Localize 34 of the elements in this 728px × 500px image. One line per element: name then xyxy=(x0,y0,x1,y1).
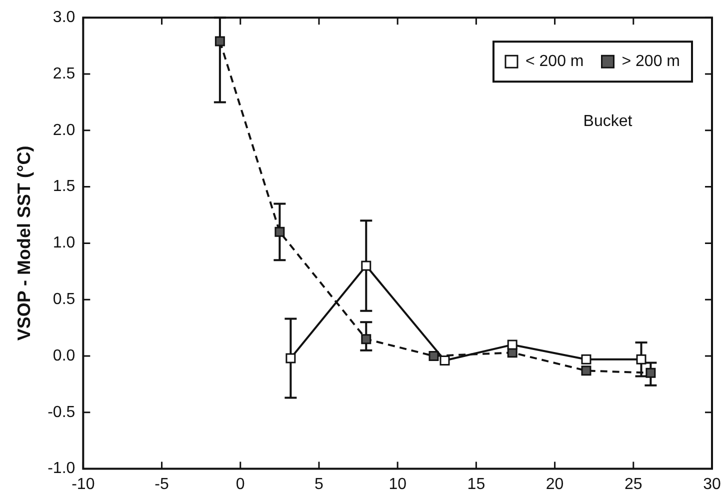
x-tick-label: 20 xyxy=(546,476,564,493)
point xyxy=(361,260,372,271)
legend-label: < 200 m xyxy=(525,53,584,70)
point xyxy=(636,354,646,364)
x-tick-label: 5 xyxy=(314,476,324,493)
point xyxy=(428,351,439,361)
y-tick-label: 3.0 xyxy=(52,9,76,26)
point xyxy=(214,36,225,46)
legend-label: > 200 m xyxy=(622,53,680,70)
y-tick-label: 0.0 xyxy=(52,347,76,364)
y-tick-label: 0.5 xyxy=(52,291,76,308)
x-tick-label: -10 xyxy=(72,476,95,493)
x-tick-label: -5 xyxy=(154,476,169,493)
y-tick-label: 2.0 xyxy=(52,122,76,139)
point xyxy=(581,354,592,364)
y-tick-label: 2.5 xyxy=(52,65,76,82)
x-tick-label: 10 xyxy=(388,476,407,493)
y-tick-label: 1.0 xyxy=(52,234,76,252)
point xyxy=(646,368,656,378)
y-tick-label: -1.0 xyxy=(48,460,76,478)
x-tick-label: 15 xyxy=(467,476,486,493)
x-tick-label: 25 xyxy=(624,476,642,493)
x-tick-label: 30 xyxy=(703,476,721,493)
point xyxy=(581,366,592,376)
y-tick-label: -0.5 xyxy=(48,404,76,421)
y-tick-label: 1.5 xyxy=(52,178,76,196)
point xyxy=(274,226,285,237)
point xyxy=(361,334,372,344)
x-tick-label: 0 xyxy=(236,476,245,493)
point xyxy=(286,353,296,364)
point xyxy=(440,356,450,366)
y-axis-title: VSOP - Model SST (°C) xyxy=(14,146,34,341)
point xyxy=(507,340,518,350)
annotation: Bucket xyxy=(583,113,633,130)
